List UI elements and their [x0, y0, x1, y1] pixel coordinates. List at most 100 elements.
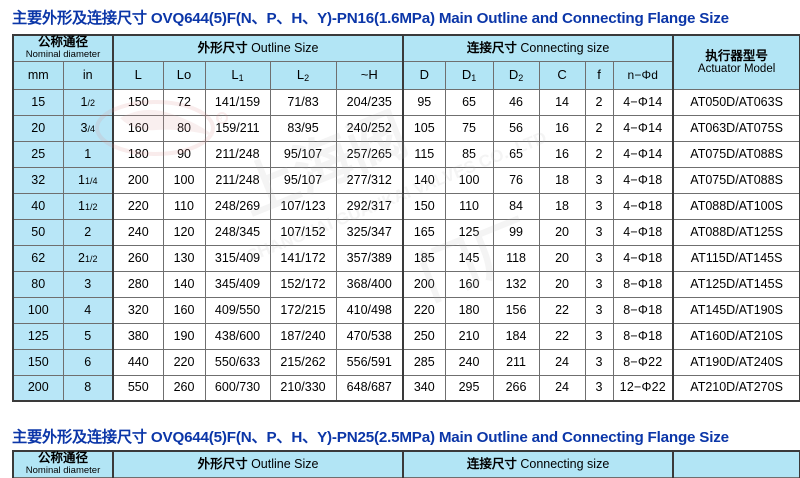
- cell-L: 220: [112, 192, 164, 220]
- cell-Lo: 160: [162, 296, 206, 324]
- cell-C: 16: [538, 140, 586, 168]
- cell-D1: 210: [444, 322, 494, 350]
- cell-Lo: 110: [162, 192, 206, 220]
- cell-C: 22: [538, 296, 586, 324]
- pn25-spec-table: 公称通径 Nominal diameter 外形尺寸 Outline Size …: [11, 449, 800, 478]
- cell-L: 550: [112, 374, 164, 403]
- header-col-D: D: [402, 60, 446, 90]
- cell-L: 320: [112, 296, 164, 324]
- cell-model: AT063D/AT075S: [672, 114, 800, 142]
- cell-C: 20: [538, 270, 586, 298]
- cell-L2: 215/262: [269, 348, 337, 376]
- cell-C: 20: [538, 218, 586, 246]
- cell-D1: 180: [444, 296, 494, 324]
- cell-L1: 141/159: [204, 88, 271, 116]
- cell-L1: 315/409: [204, 244, 271, 272]
- cell-L1: 211/248: [204, 166, 271, 194]
- cell-model: AT088D/AT125S: [672, 218, 800, 246]
- cell-Lo: 120: [162, 218, 206, 246]
- cell-D: 250: [402, 322, 446, 350]
- header-col-n-phi-d: n−Φd: [612, 60, 674, 90]
- cell-L1: 409/550: [204, 296, 271, 324]
- cell-L1: 600/730: [204, 374, 271, 403]
- cell-n-phi-d: 8−Φ18: [612, 322, 674, 350]
- cell-L1: 248/345: [204, 218, 271, 246]
- cell-H: 648/687: [335, 374, 404, 403]
- cell-L2: 71/83: [269, 88, 337, 116]
- cell-f: 2: [584, 114, 614, 142]
- cell-H: 240/252: [335, 114, 404, 142]
- table-row: 125 5 380 190 438/600 187/240 470/538 250 210 184…: [12, 322, 800, 350]
- table-row: 62 21/2 260 130 315/409 141/172 357/389 185 145 1…: [12, 244, 800, 272]
- cell-D1: 75: [444, 114, 494, 142]
- cell-in: 1/2: [62, 88, 114, 116]
- cell-D1: 145: [444, 244, 494, 272]
- cell-H: 410/498: [335, 296, 404, 324]
- cell-D2: 65: [492, 140, 540, 168]
- cell-D1: 100: [444, 166, 494, 194]
- table-row: 200 8 550 260 600/730 210/330 648/687 340 295 266…: [12, 374, 800, 403]
- cell-f: 3: [584, 348, 614, 376]
- cell-f: 3: [584, 192, 614, 220]
- header-col-Lo: Lo: [162, 60, 206, 90]
- cell-L: 160: [112, 114, 164, 142]
- cell-L2: 187/240: [269, 322, 337, 350]
- cell-n-phi-d: 12−Φ22: [612, 374, 674, 403]
- cell-in: 21/2: [62, 244, 114, 272]
- table1-body: 15 1/2 150 72 141/159 71/83 204/235 95 65 46 14 2 4−…: [12, 88, 800, 403]
- cell-n-phi-d: 8−Φ22: [612, 348, 674, 376]
- cell-f: 3: [584, 244, 614, 272]
- cell-D: 140: [402, 166, 446, 194]
- cell-model: AT088D/AT100S: [672, 192, 800, 220]
- cell-L: 280: [112, 270, 164, 298]
- cell-D: 340: [402, 374, 446, 403]
- cell-D: 200: [402, 270, 446, 298]
- header-col-D2: D2: [492, 60, 540, 90]
- cell-D: 165: [402, 218, 446, 246]
- cell-D2: 84: [492, 192, 540, 220]
- cell-f: 3: [584, 322, 614, 350]
- table-row: 150 6 440 220 550/633 215/262 556/591 285 240 211…: [12, 348, 800, 376]
- header-outline-size-2: 外形尺寸 Outline Size: [112, 449, 404, 478]
- cell-f: 3: [584, 166, 614, 194]
- header-actuator-model: 执行器型号 Actuator Model: [672, 33, 800, 90]
- cell-Lo: 140: [162, 270, 206, 298]
- cell-L: 440: [112, 348, 164, 376]
- cell-L2: 141/172: [269, 244, 337, 272]
- cell-H: 325/347: [335, 218, 404, 246]
- cell-n-phi-d: 4−Φ18: [612, 244, 674, 272]
- cell-H: 357/389: [335, 244, 404, 272]
- cell-Lo: 220: [162, 348, 206, 376]
- header-sub-row: mm in L Lo L1 L2 ~H D D1 D2 C f n−Φd: [12, 60, 800, 90]
- cell-n-phi-d: 4−Φ18: [612, 192, 674, 220]
- cell-n-phi-d: 8−Φ18: [612, 270, 674, 298]
- cell-C: 22: [538, 322, 586, 350]
- cell-Lo: 130: [162, 244, 206, 272]
- cell-in: 6: [62, 348, 114, 376]
- cell-mm: 25: [12, 140, 64, 168]
- cell-Lo: 80: [162, 114, 206, 142]
- header-col-C: C: [538, 60, 586, 90]
- cell-Lo: 100: [162, 166, 206, 194]
- cell-mm: 50: [12, 218, 64, 246]
- cell-D2: 184: [492, 322, 540, 350]
- header-nominal-diameter-2: 公称通径 Nominal diameter: [11, 449, 114, 478]
- cell-mm: 40: [12, 192, 64, 220]
- cell-L2: 83/95: [269, 114, 337, 142]
- cell-in: 8: [62, 374, 114, 403]
- header-col-L1: L1: [204, 60, 271, 90]
- cell-D2: 46: [492, 88, 540, 116]
- cell-H: 556/591: [335, 348, 404, 376]
- cell-H: 204/235: [335, 88, 404, 116]
- cell-D1: 160: [444, 270, 494, 298]
- header-col-mm: mm: [12, 60, 64, 90]
- cell-model: AT145D/AT190S: [672, 296, 800, 324]
- cell-model: AT115D/AT145S: [672, 244, 800, 272]
- cell-D1: 240: [444, 348, 494, 376]
- cell-mm: 150: [12, 348, 64, 376]
- cell-in: 1: [62, 140, 114, 168]
- table-row: 25 1 180 90 211/248 95/107 257/265 115 85 65 16 2 4−…: [12, 140, 800, 168]
- cell-L2: 95/107: [269, 166, 337, 194]
- cell-in: 11/4: [62, 166, 114, 194]
- cell-D1: 65: [444, 88, 494, 116]
